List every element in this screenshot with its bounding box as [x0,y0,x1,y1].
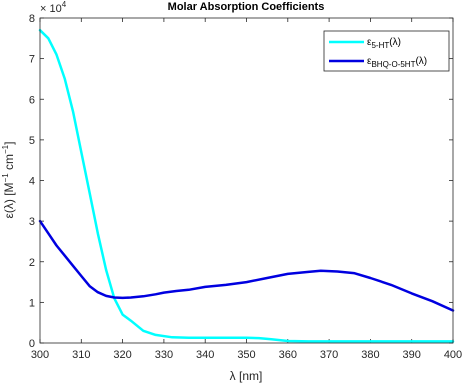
chart-title: Molar Absorption Coefficients [168,1,325,13]
legend-5ht-end: (λ) [389,37,401,48]
exponent-label: × 104 [40,0,67,15]
exponent-base: × 10 [40,3,62,15]
y-tick-label: 3 [29,216,35,228]
legend-bhq-base: ε [367,56,372,67]
legend-label-bhq: εBHQ-O-5HT(λ) [367,56,427,69]
y-tick-label: 0 [29,338,35,350]
legend: ε5-HT(λ) εBHQ-O-5HT(λ) [323,30,450,72]
exponent-power: 4 [62,0,67,9]
y-tick-label: 2 [29,257,35,269]
x-tick-label: 380 [361,349,379,361]
legend-5ht-base: ε [367,37,372,48]
y-axis-label: ε(λ) [M−1 cm−1] [1,142,16,219]
y-label-sup2: −1 [1,144,10,154]
x-tick-label: 390 [403,349,421,361]
x-tick-label: 310 [72,349,90,361]
y-tick-label: 8 [29,13,35,25]
legend-label-5ht: ε5-HT(λ) [367,37,401,50]
x-axis: 300 310 320 330 340 350 360 370 380 390 400 [31,18,462,361]
y-tick-label: 6 [29,94,35,106]
plot-frame [39,17,454,344]
x-tick-label: 300 [31,349,49,361]
legend-box [323,30,450,72]
legend-bhq-end: (λ) [415,56,427,67]
y-tick-label: 5 [29,135,35,147]
y-tick-label: 7 [29,54,35,66]
x-tick-label: 330 [155,349,173,361]
legend-bhq-sub: BHQ-O-5HT [371,60,415,69]
y-label-mid: cm [2,154,16,173]
y-label-base: ε(λ) [M [2,182,16,218]
svg-text:× 104: × 104 [40,0,67,15]
x-tick-label: 370 [320,349,338,361]
series-line-bhq [38,219,455,312]
series-layer [38,28,455,343]
series-line-5ht [38,28,455,343]
x-tick-label: 340 [196,349,214,361]
x-tick-label: 350 [237,349,255,361]
y-label-end: ] [2,142,16,145]
legend-5ht-sub: 5-HT [371,41,389,50]
plot-area [40,18,453,343]
x-axis-label: λ [nm] [230,369,263,383]
y-label-sup1: −1 [1,173,10,183]
y-tick-label: 4 [29,176,35,188]
x-tick-label: 320 [113,349,131,361]
y-tick-label: 1 [29,297,35,309]
y-axis: 0 1 2 3 4 5 6 7 8 [29,13,453,350]
x-tick-label: 400 [444,349,462,361]
x-tick-label: 360 [279,349,297,361]
